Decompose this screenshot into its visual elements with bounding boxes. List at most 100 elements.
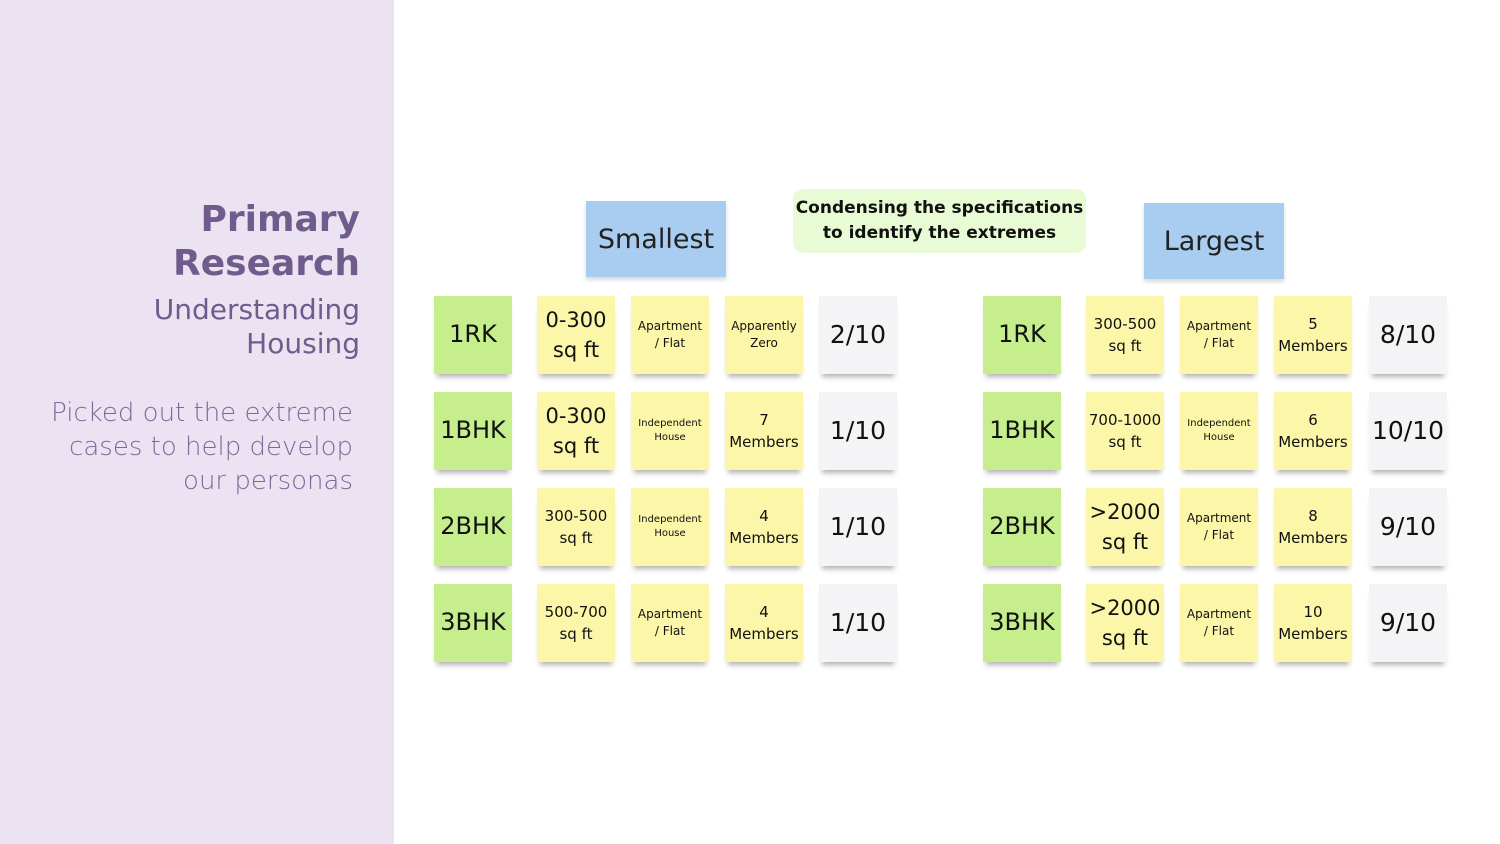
note-line: 4 [759, 603, 769, 621]
note-line: Independent [1187, 418, 1251, 429]
note-line: 5 [1308, 315, 1318, 333]
smallest-house-type-note: Independent House [631, 392, 709, 470]
note-text: >2000 sq ft [1089, 593, 1160, 653]
note-line: / Flat [1203, 624, 1235, 638]
smallest-type-note: 3BHK [434, 584, 512, 662]
note-line: 500-700 [544, 603, 608, 621]
largest-members-note: 5 Members [1274, 296, 1352, 374]
largest-members-note: 10 Members [1274, 584, 1352, 662]
page-title: Primary Research [40, 198, 360, 286]
largest-house-type-note: Apartment / Flat [1180, 584, 1258, 662]
note-line: sq ft [552, 434, 600, 458]
note-text: >2000 sq ft [1089, 497, 1160, 557]
largest-area-note: >2000 sq ft [1086, 584, 1164, 662]
note-line: sq ft [1101, 530, 1149, 554]
note-line: / Flat [654, 624, 686, 638]
note-line: Independent [638, 418, 702, 429]
note-text: 300-500 sq ft [1094, 313, 1157, 357]
note-line: House [654, 528, 686, 539]
note-text: Independent House [638, 417, 701, 445]
note-line: sq ft [559, 529, 593, 547]
note-line: 4 [759, 507, 769, 525]
largest-header-note: Largest [1144, 203, 1284, 279]
note-text: Independent House [638, 513, 701, 541]
note-line: 0-300 [545, 308, 607, 332]
note-line: Zero [750, 336, 778, 350]
note-text: Apartment / Flat [638, 318, 702, 352]
note-line: Members [1278, 625, 1348, 643]
smallest-rating-note: 2/10 [819, 296, 897, 374]
smallest-area-note: 500-700 sq ft [537, 584, 615, 662]
note-line: Apartment [1186, 511, 1252, 525]
largest-rating-note: 8/10 [1369, 296, 1447, 374]
largest-rating-note: 9/10 [1369, 488, 1447, 566]
note-text: 7 Members [729, 409, 799, 453]
note-text: Apparently Zero [731, 318, 797, 352]
note-line: 700-1000 [1088, 411, 1162, 429]
largest-type-note: 3BHK [983, 584, 1061, 662]
note-line: 8 [1308, 507, 1318, 525]
callout-note: Condensing the specifications to identify… [793, 189, 1086, 253]
note-text: Apartment / Flat [1187, 510, 1251, 544]
smallest-members-note: Apparently Zero [725, 296, 803, 374]
note-line: 10 [1303, 603, 1323, 621]
note-line: Members [1278, 337, 1348, 355]
note-text: 10 Members [1278, 601, 1348, 645]
largest-house-type-note: Independent House [1180, 392, 1258, 470]
note-text: Apartment / Flat [638, 606, 702, 640]
note-line: 0-300 [545, 404, 607, 428]
largest-type-note: 2BHK [983, 488, 1061, 566]
smallest-header-note: Smallest [586, 201, 726, 277]
note-line: / Flat [1203, 336, 1235, 350]
note-line: 300-500 [544, 507, 608, 525]
smallest-members-note: 4 Members [725, 584, 803, 662]
note-line: Members [729, 625, 799, 643]
note-line: 7 [759, 411, 769, 429]
smallest-house-type-note: Independent House [631, 488, 709, 566]
smallest-members-note: 4 Members [725, 488, 803, 566]
smallest-rating-note: 1/10 [819, 488, 897, 566]
note-text: 5 Members [1278, 313, 1348, 357]
note-line: 6 [1308, 411, 1318, 429]
subtitle-line: Housing [246, 327, 360, 360]
note-line: Apartment [1186, 319, 1252, 333]
note-line: sq ft [552, 338, 600, 362]
note-line: Apartment [637, 319, 703, 333]
smallest-area-note: 300-500 sq ft [537, 488, 615, 566]
smallest-type-note: 2BHK [434, 488, 512, 566]
note-line: Apartment [637, 607, 703, 621]
desc-line: our personas [183, 466, 353, 496]
note-line: Members [729, 433, 799, 451]
callout-line: to identify the extremes [822, 223, 1057, 243]
note-line: sq ft [1108, 433, 1142, 451]
page-subtitle: Understanding Housing [40, 293, 360, 361]
note-line: 300-500 [1093, 315, 1157, 333]
desc-line: cases to help develop [69, 432, 353, 462]
note-line: >2000 [1089, 500, 1161, 524]
smallest-area-note: 0-300 sq ft [537, 296, 615, 374]
note-line: House [1203, 432, 1235, 443]
callout-line: Condensing the specifications [795, 198, 1084, 218]
largest-type-note: 1BHK [983, 392, 1061, 470]
largest-area-note: 700-1000 sq ft [1086, 392, 1164, 470]
largest-area-note: >2000 sq ft [1086, 488, 1164, 566]
smallest-rating-note: 1/10 [819, 584, 897, 662]
description: Picked out the extreme cases to help deve… [33, 396, 353, 498]
note-line: / Flat [1203, 528, 1235, 542]
sidebar-panel [0, 0, 394, 844]
note-text: 500-700 sq ft [545, 601, 608, 645]
smallest-rating-note: 1/10 [819, 392, 897, 470]
note-line: Apartment [1186, 607, 1252, 621]
smallest-type-note: 1BHK [434, 392, 512, 470]
note-line: sq ft [1108, 337, 1142, 355]
note-line: >2000 [1089, 596, 1161, 620]
note-line: sq ft [559, 625, 593, 643]
note-line: House [654, 432, 686, 443]
smallest-type-note: 1RK [434, 296, 512, 374]
note-line: sq ft [1101, 626, 1149, 650]
largest-members-note: 8 Members [1274, 488, 1352, 566]
smallest-members-note: 7 Members [725, 392, 803, 470]
title-line: Primary [200, 199, 360, 240]
largest-area-note: 300-500 sq ft [1086, 296, 1164, 374]
largest-house-type-note: Apartment / Flat [1180, 488, 1258, 566]
